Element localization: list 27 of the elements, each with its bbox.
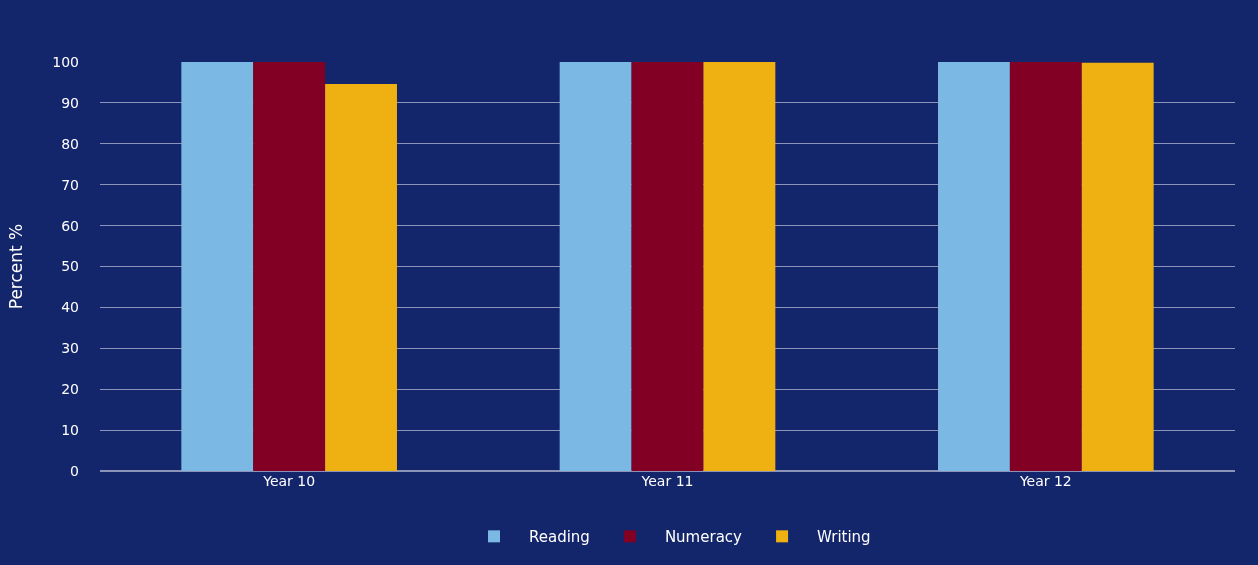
y-tick-label: 90 bbox=[61, 94, 79, 111]
bar bbox=[181, 62, 254, 471]
x-tick-label: Year 12 bbox=[1018, 473, 1072, 489]
bar bbox=[559, 62, 632, 471]
y-tick-label: 10 bbox=[61, 422, 79, 438]
x-tick-label: Year 10 bbox=[262, 473, 316, 489]
x-tick-label: Year 11 bbox=[640, 473, 694, 489]
y-tick-label: 0 bbox=[70, 462, 79, 479]
y-tick-label: 100 bbox=[52, 53, 79, 70]
y-axis-title: Percent % bbox=[5, 223, 26, 310]
y-tick-label: 30 bbox=[61, 340, 79, 357]
legend-label: Writing bbox=[817, 528, 871, 547]
y-tick-label: 50 bbox=[61, 258, 79, 275]
legend-label: Reading bbox=[529, 528, 590, 547]
bar bbox=[1009, 62, 1082, 471]
bar bbox=[253, 62, 326, 471]
legend-label: Numeracy bbox=[664, 528, 743, 547]
bar bbox=[1081, 62, 1154, 471]
bar bbox=[938, 62, 1010, 471]
y-tick-label: 20 bbox=[61, 381, 79, 398]
y-tick-label: 80 bbox=[61, 135, 79, 152]
bar bbox=[325, 84, 397, 471]
y-tick-label: 40 bbox=[61, 299, 79, 316]
y-tick-label: 70 bbox=[61, 176, 79, 193]
y-tick-label: 60 bbox=[61, 217, 79, 234]
bar bbox=[703, 62, 776, 471]
bar bbox=[631, 62, 704, 471]
